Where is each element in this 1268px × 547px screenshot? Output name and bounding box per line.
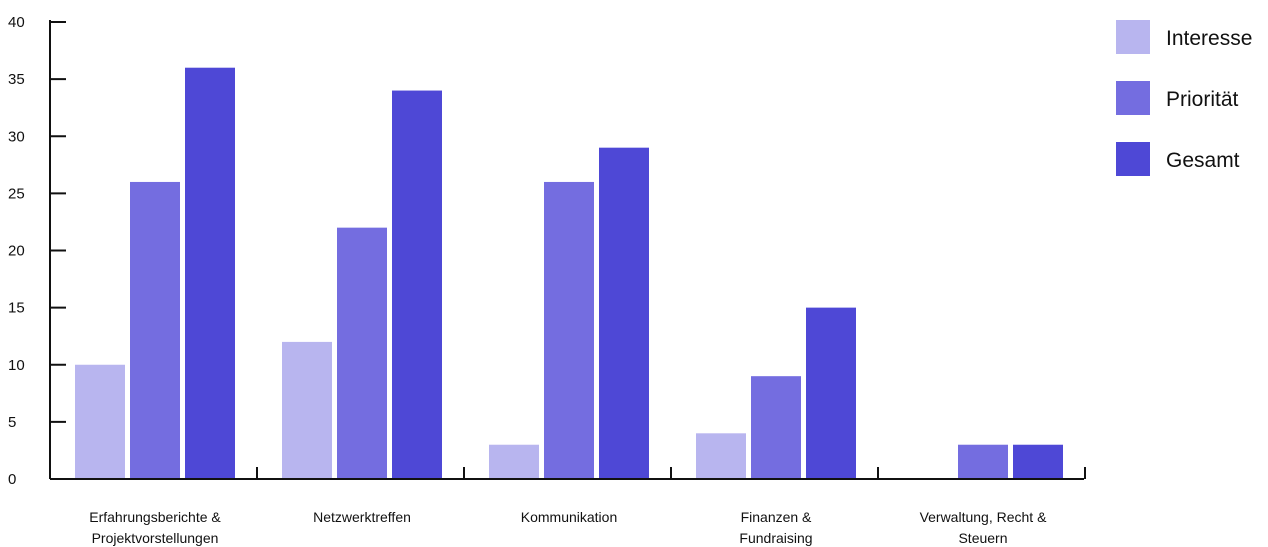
- axes-layer: 0 5 10 15 20 25 30 35 40 Erfahrungsberichte & Proj…: [8, 14, 1086, 546]
- bar-priorit-t-1: [337, 227, 387, 479]
- y-tick-label-35: 35: [8, 71, 25, 88]
- x-category-label-3: Finanzen & Fundraising: [739, 509, 812, 546]
- legend-label-1: Priorität: [1166, 88, 1239, 111]
- y-tick-label-10: 10: [8, 357, 25, 374]
- bar-gesamt-4: [1013, 444, 1063, 479]
- y-tick-label-30: 30: [8, 128, 25, 145]
- x-category-label-line: Verwaltung, Recht &: [920, 509, 1048, 525]
- bar-interesse-3: [696, 433, 746, 479]
- bar-gesamt-0: [185, 67, 235, 479]
- x-category-label-line: Erfahrungsberichte &: [89, 509, 221, 525]
- legend: Interesse Priorität Gesamt: [1116, 20, 1252, 176]
- x-category-label-line: Projektvorstellungen: [92, 530, 219, 546]
- bar-priorit-t-4: [958, 444, 1008, 479]
- x-category-label-line: Netzwerktreffen: [313, 509, 411, 525]
- x-category-label-line: Fundraising: [739, 530, 812, 546]
- bar-gesamt-1: [392, 90, 442, 480]
- y-tick-label-20: 20: [8, 243, 25, 260]
- x-category-label-2: Kommunikation: [521, 509, 618, 525]
- bar-priorit-t-0: [130, 181, 180, 479]
- bar-interesse-1: [282, 341, 332, 479]
- x-category-label-line: Kommunikation: [521, 509, 618, 525]
- y-tick-label-25: 25: [8, 185, 25, 202]
- legend-label-0: Interesse: [1166, 27, 1252, 50]
- x-category-label-4: Verwaltung, Recht & Steuern: [920, 509, 1048, 546]
- y-tick-label-0: 0: [8, 471, 16, 488]
- x-category-label-1: Netzwerktreffen: [313, 509, 411, 525]
- legend-swatch-0: [1116, 20, 1150, 54]
- y-tick-label-5: 5: [8, 414, 16, 431]
- bar-priorit-t-3: [751, 376, 801, 479]
- bar-gesamt-2: [599, 147, 649, 480]
- bar-gesamt-3: [806, 307, 856, 479]
- bar-interesse-0: [75, 364, 125, 479]
- legend-swatch-2: [1116, 142, 1150, 176]
- bar-priorit-t-2: [544, 181, 594, 479]
- x-category-label-line: Finanzen &: [741, 509, 812, 525]
- x-category-label-line: Steuern: [958, 530, 1007, 546]
- y-tick-label-40: 40: [8, 14, 25, 31]
- legend-swatch-1: [1116, 81, 1150, 115]
- bar-interesse-2: [489, 444, 539, 479]
- legend-label-2: Gesamt: [1166, 149, 1240, 172]
- x-category-label-0: Erfahrungsberichte & Projektvorstellungen: [89, 509, 221, 546]
- y-tick-label-15: 15: [8, 300, 25, 317]
- bars-layer: [75, 67, 1063, 480]
